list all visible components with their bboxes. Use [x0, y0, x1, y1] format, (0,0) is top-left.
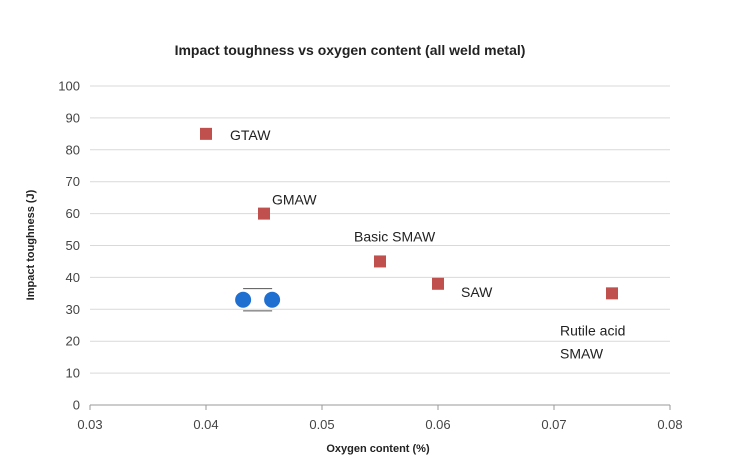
data-point [432, 277, 444, 290]
y-tick-label: 40 [66, 270, 80, 285]
chart-title: Impact toughness vs oxygen content (all … [175, 42, 526, 58]
y-tick-label: 10 [66, 366, 80, 381]
y-tick-label: 100 [58, 79, 80, 94]
y-tick-label: 20 [66, 334, 80, 349]
data-points [200, 127, 618, 300]
x-tick-label: 0.08 [657, 417, 682, 432]
point-label: GTAW [230, 127, 271, 143]
point-label: GMAW [272, 192, 317, 208]
overlay-circle [235, 291, 252, 308]
y-tick-label: 30 [66, 302, 80, 317]
overlay-circle [264, 291, 281, 308]
point-label: SMAW [560, 345, 604, 361]
x-tick-label: 0.04 [193, 417, 218, 432]
data-point [258, 207, 270, 220]
y-tick-label: 0 [73, 398, 80, 413]
y-tick-label: 50 [66, 238, 80, 253]
data-point [374, 255, 386, 268]
x-tick-label: 0.07 [541, 417, 566, 432]
y-tick-label: 80 [66, 142, 80, 157]
y-tick-label: 70 [66, 174, 80, 189]
point-label: SAW [461, 284, 493, 300]
y-tick-label: 60 [66, 206, 80, 221]
point-labels: GTAW GMAW Basic SMAW SAW Rutile acid SMAW [230, 127, 625, 362]
data-point [606, 287, 618, 300]
point-label: Basic SMAW [354, 228, 436, 244]
y-tick-label: 90 [66, 110, 80, 125]
point-label: Rutile acid [560, 322, 625, 338]
x-tick-label: 0.05 [309, 417, 334, 432]
x-axis-label: Oxygen content (%) [326, 443, 430, 455]
y-axis-label: Impact toughness (J) [25, 189, 37, 300]
y-tick-labels: 0 10 20 30 40 50 60 70 80 90 100 [58, 79, 80, 413]
overlay-markers [235, 288, 281, 312]
x-tick-label: 0.06 [425, 417, 450, 432]
x-tick-labels: 0.03 0.04 0.05 0.06 0.07 0.08 [77, 405, 683, 432]
data-point [200, 127, 212, 140]
gridlines [90, 85, 670, 374]
x-tick-label: 0.03 [77, 417, 102, 432]
